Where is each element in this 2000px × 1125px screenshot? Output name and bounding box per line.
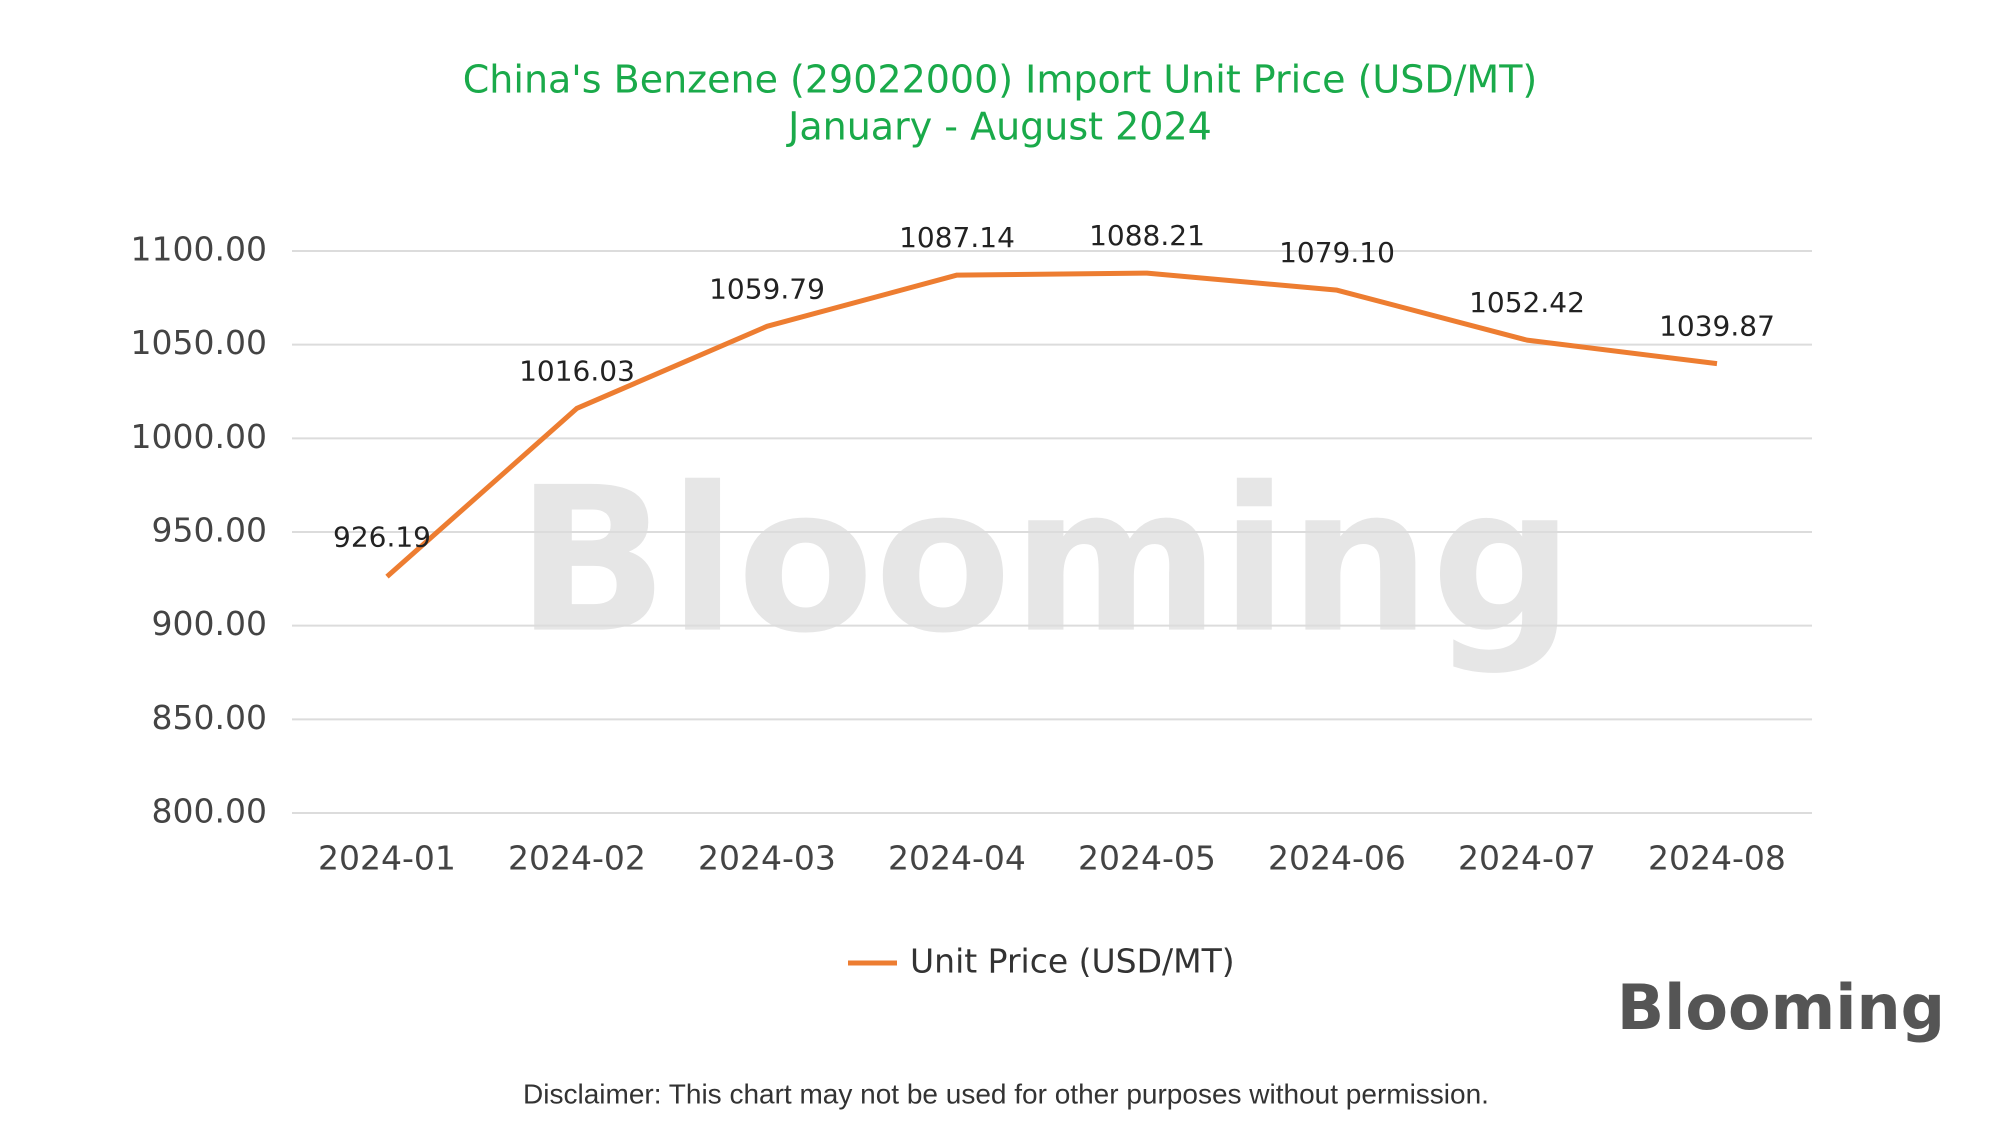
y-tick-label: 900.00 xyxy=(152,604,267,643)
data-label: 1088.21 xyxy=(1089,219,1205,252)
chart-subtitle: January - August 2024 xyxy=(786,105,1212,149)
data-label: 1059.79 xyxy=(709,272,825,305)
x-tick-label: 2024-08 xyxy=(1648,839,1786,878)
logo: Blooming xyxy=(1617,971,1945,1044)
data-label: 926.19 xyxy=(333,521,431,554)
y-tick-label: 1000.00 xyxy=(131,417,267,456)
data-label: 1087.14 xyxy=(899,221,1015,254)
y-tick-label: 1050.00 xyxy=(131,323,267,362)
chart-title: China's Benzene (29022000) Import Unit P… xyxy=(463,58,1537,102)
x-tick-label: 2024-06 xyxy=(1268,839,1406,878)
y-tick-label: 950.00 xyxy=(152,511,267,550)
disclaimer: Disclaimer: This chart may not be used f… xyxy=(523,1078,1489,1109)
x-tick-label: 2024-07 xyxy=(1458,839,1596,878)
x-tick-label: 2024-01 xyxy=(318,839,456,878)
x-tick-label: 2024-04 xyxy=(888,839,1026,878)
data-label: 1039.87 xyxy=(1659,310,1775,343)
data-label: 1052.42 xyxy=(1469,286,1585,319)
x-tick-label: 2024-05 xyxy=(1078,839,1216,878)
data-label: 1079.10 xyxy=(1279,236,1395,269)
y-tick-label: 1100.00 xyxy=(131,230,267,269)
x-tick-label: 2024-03 xyxy=(698,839,836,878)
y-tick-label: 800.00 xyxy=(152,792,267,831)
legend-label: Unit Price (USD/MT) xyxy=(910,942,1235,981)
watermark: Blooming xyxy=(516,445,1574,678)
x-tick-label: 2024-02 xyxy=(508,839,646,878)
series-line xyxy=(385,270,1718,579)
data-label: 1016.03 xyxy=(519,354,635,387)
y-tick-label: 850.00 xyxy=(152,698,267,737)
